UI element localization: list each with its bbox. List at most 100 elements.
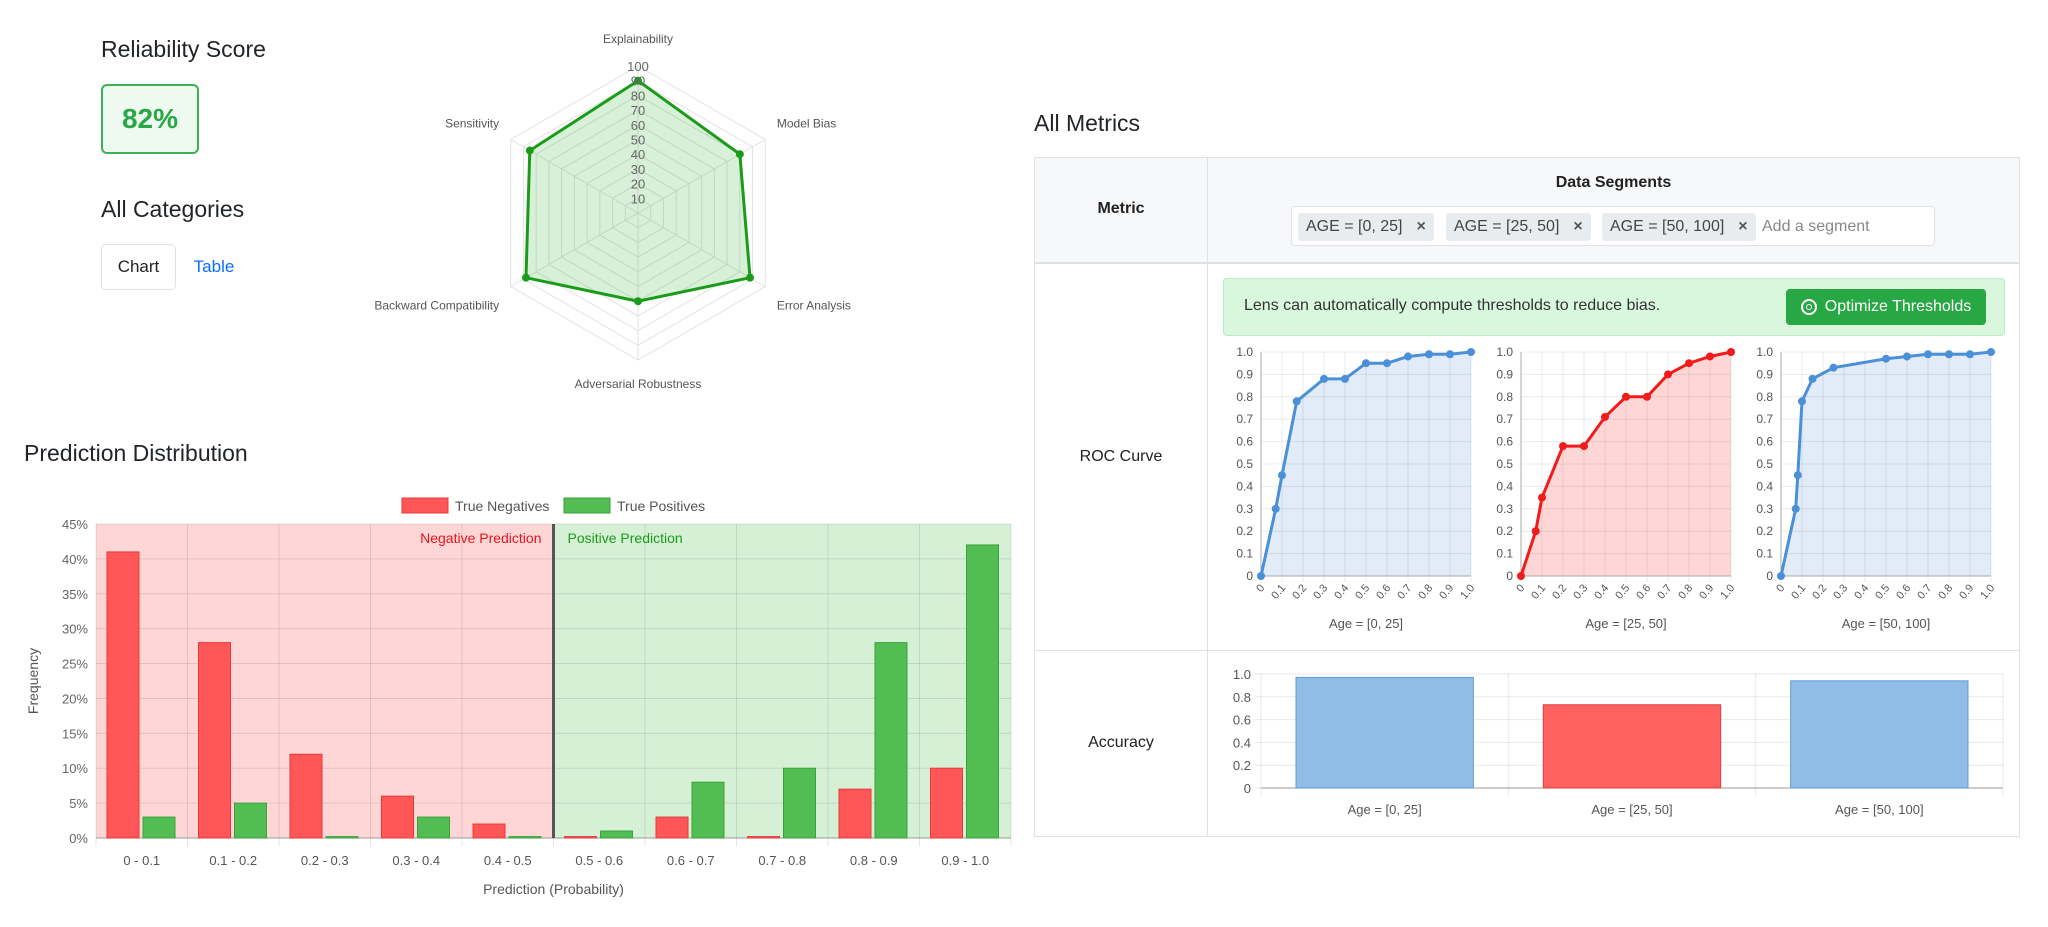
y-tick-label: 0.2 (1496, 524, 1513, 538)
radar-tick-label: 80 (631, 88, 645, 103)
segment-tag[interactable]: AGE = [50, 100] × (1602, 213, 1756, 241)
true-positives-bar (783, 767, 816, 839)
tab-chart[interactable]: Chart (101, 244, 176, 290)
roc-point (1292, 397, 1301, 406)
roc-point (1362, 359, 1370, 368)
roc-point (1425, 350, 1433, 359)
roc-point (1320, 374, 1328, 383)
y-tick-label: 0.4 (1236, 479, 1253, 493)
roc-chart-1: 00.10.20.30.40.50.60.70.80.91.00 0.1 0.2 0.… (1496, 345, 1737, 631)
y-tick-label: 1.0 (1496, 345, 1513, 359)
y-tick-label: 0.8 (1233, 690, 1251, 705)
segment-selector[interactable]: AGE = [0, 25] × AGE = [25, 50] × AGE = [… (1291, 206, 1935, 246)
x-tick-label: 1.0 (1978, 582, 1997, 601)
x-tick-label: 0.6 - 0.7 (667, 853, 715, 868)
x-tick-label: 0.9 (1957, 582, 1976, 601)
y-tick-label: 0.4 (1496, 479, 1513, 493)
y-tick-label: 25% (62, 657, 88, 672)
close-icon[interactable]: × (1416, 218, 1426, 235)
close-icon[interactable]: × (1573, 218, 1583, 235)
prediction-distribution-title: Prediction Distribution (24, 440, 248, 466)
column-divider (1207, 158, 1208, 836)
roc-point (1446, 350, 1454, 359)
y-tick-label: 30% (62, 622, 88, 637)
roc-title: Age = [50, 100] (1842, 616, 1931, 631)
roc-point (1777, 572, 1785, 580)
x-tick-label: 0.1 (1529, 582, 1548, 601)
y-tick-label: 0.8 (1236, 390, 1253, 404)
y-tick-label: 5% (69, 796, 88, 811)
roc-point (1727, 348, 1735, 356)
segment-tag-label: AGE = [25, 50] (1454, 218, 1560, 235)
true-positives-bar (691, 781, 725, 839)
x-tick-label: 0.5 (1353, 582, 1372, 601)
true-negatives-bar (655, 816, 689, 839)
true-negatives-bar (198, 642, 231, 839)
y-tick-label: 0.4 (1233, 735, 1251, 750)
x-tick-label: 1.0 (1718, 582, 1737, 601)
roc-area (1261, 352, 1471, 576)
roc-point (1924, 350, 1932, 359)
roc-point (1793, 471, 1802, 480)
true-positives-bar (417, 816, 450, 839)
radar-point (525, 146, 534, 155)
x-tick-label: 0.1 (1789, 582, 1808, 601)
true-negatives-bar (289, 753, 323, 839)
roc-point (1467, 348, 1475, 356)
roc-point (1706, 352, 1714, 361)
x-tick-label: 0.5 (1613, 582, 1632, 601)
y-tick-label: 20% (62, 691, 88, 706)
true-positives-bar (508, 836, 542, 839)
y-tick-label: 0 (1244, 781, 1251, 796)
roc-area (1781, 352, 1991, 576)
radar-tick-label: 20 (631, 177, 645, 192)
y-axis-label: Frequency (25, 648, 41, 714)
metric-column-header: Metric (1097, 200, 1145, 217)
true-negatives-bar (930, 767, 963, 839)
x-tick-label: 0.1 (1269, 582, 1288, 601)
segment-tag[interactable]: AGE = [25, 50] × (1446, 213, 1591, 241)
roc-chart-0: 00.10.20.30.40.50.60.70.80.91.00 0.1 0.2 0.… (1236, 345, 1477, 631)
radar-point (735, 150, 744, 159)
radar-point (746, 273, 755, 282)
radar-axis-label: Adversarial Robustness (575, 377, 702, 391)
x-tick-label: 0.9 (1437, 582, 1456, 601)
roc-point (1882, 354, 1890, 363)
add-segment-input[interactable] (1762, 213, 1922, 241)
radar-point (634, 76, 642, 85)
x-tick-label: 0 (1254, 582, 1267, 594)
roc-point (1903, 352, 1911, 361)
radar-axis-label: Error Analysis (777, 299, 851, 313)
accuracy-chart: 0 0.2 0.4 0.6 0.8 1.0 Age = [0, 25] Age = [25, … (1233, 667, 2004, 817)
x-tick-label: 0.2 (1550, 582, 1569, 601)
radar-point (521, 273, 530, 282)
target-icon (1800, 299, 1817, 315)
roc-point (1278, 471, 1286, 480)
x-tick-label: 0.2 - 0.3 (301, 853, 349, 868)
x-tick-label: 0 - 0.1 (123, 853, 160, 868)
tab-table[interactable]: Table (193, 257, 235, 276)
x-tick-label: 0.6 (1894, 582, 1913, 601)
x-tick-label: 0.3 - 0.4 (392, 853, 440, 868)
negative-region (96, 524, 554, 838)
close-icon[interactable]: × (1738, 218, 1748, 235)
y-tick-label: 0.1 (1496, 547, 1513, 561)
x-tick-label: 0.3 (1311, 582, 1330, 601)
accuracy-bar (1790, 680, 1969, 789)
radar-tick-label: 90 (631, 74, 645, 89)
radar-spoke (510, 212, 639, 287)
x-tick-label: 0.5 (1873, 582, 1892, 601)
x-tick-label: Age = [50, 100] (1835, 802, 1924, 817)
y-tick-label: 0.5 (1236, 457, 1253, 471)
radar-spoke (637, 139, 766, 214)
segment-tag[interactable]: AGE = [0, 25] × (1298, 213, 1434, 241)
row-divider (1035, 650, 2019, 651)
y-tick-label: 0.3 (1236, 502, 1253, 516)
x-tick-label: 0.4 - 0.5 (484, 853, 532, 868)
y-tick-label: 0.9 (1496, 367, 1513, 381)
x-tick-label: 0.6 (1374, 582, 1393, 601)
metrics-table: Metric Data Segments AGE = [0, 25] × AGE… (1034, 157, 2020, 837)
roc-point (1643, 392, 1651, 401)
radar-tick-label: 10 (631, 191, 645, 206)
optimize-thresholds-button[interactable]: Optimize Thresholds (1786, 289, 1986, 325)
